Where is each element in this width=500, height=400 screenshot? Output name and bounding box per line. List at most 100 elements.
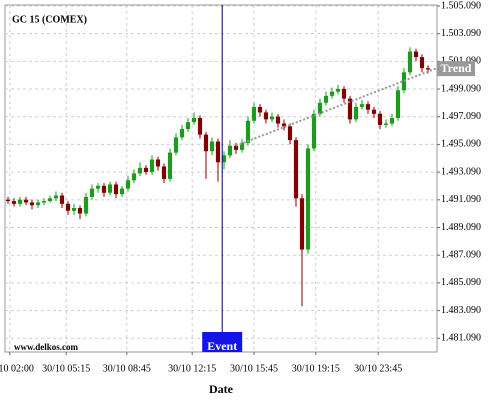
event-label: Event: [207, 339, 237, 353]
candle-body: [131, 173, 137, 181]
candle-body: [161, 166, 167, 179]
x-tick-label: 30/10 08:45: [103, 363, 151, 374]
candle-body: [83, 196, 89, 214]
candle-body: [353, 106, 359, 120]
candle-body: [377, 113, 383, 125]
y-tick-label: 1.493.090: [441, 166, 481, 177]
candle-body: [95, 185, 101, 189]
candle-body: [221, 155, 227, 163]
chart-title: GC 15 (COMEX): [12, 14, 87, 25]
x-tick-label: 30/10 23:45: [354, 363, 402, 374]
candle-body: [329, 91, 335, 96]
candle-body: [311, 113, 317, 149]
candle-body: [53, 195, 59, 199]
event-box: [202, 332, 243, 352]
candle-body: [269, 116, 275, 120]
candle-body: [179, 129, 185, 138]
candle-body: [323, 95, 329, 103]
candle-body: [197, 117, 203, 135]
trend-box: [437, 61, 475, 77]
candle-body: [23, 199, 29, 203]
candle-body: [419, 57, 425, 69]
candle-body: [365, 104, 371, 110]
x-tick-label: 30/10 02:00: [0, 363, 34, 374]
plot-area: [4, 4, 438, 353]
candle-body: [425, 68, 431, 70]
candle-body: [65, 203, 71, 211]
candle-body: [173, 137, 179, 153]
candle-body: [347, 98, 353, 120]
candle-body: [125, 180, 131, 189]
candle-body: [35, 202, 41, 206]
candle-body: [155, 159, 161, 167]
candle-body: [143, 167, 149, 172]
candle-body: [203, 134, 209, 152]
candle-body: [101, 185, 107, 193]
candle-body: [185, 122, 191, 130]
candle-body: [293, 140, 299, 199]
candle-body: [383, 123, 389, 125]
candle-body: [29, 202, 35, 206]
candle-body: [119, 188, 125, 195]
candle-body: [77, 207, 83, 214]
x-tick-label: 30/10 05:15: [42, 363, 90, 374]
candle-body: [245, 120, 251, 143]
candle-body: [71, 207, 77, 211]
y-tick-label: 1.487.090: [441, 250, 481, 261]
candle-body: [263, 112, 269, 120]
y-tick-label: 1.499.090: [441, 83, 481, 94]
candle-body: [359, 104, 365, 107]
candle-body: [275, 116, 281, 124]
y-tick-label: 1.503.090: [441, 28, 481, 39]
candle-body: [227, 145, 233, 156]
candle-body: [401, 72, 407, 91]
candle-body: [167, 152, 173, 179]
candle-body: [191, 117, 197, 123]
candle-body: [239, 142, 245, 150]
candle-body: [317, 102, 323, 114]
candle-body: [17, 199, 23, 204]
trend-label: Trend: [441, 61, 472, 75]
y-tick-label: 1.495.090: [441, 139, 481, 150]
candle-body: [281, 123, 287, 127]
candle-body: [11, 201, 17, 204]
candle-body: [299, 198, 305, 250]
x-tick-label: 30/10 19:15: [292, 363, 340, 374]
candle-body: [395, 90, 401, 118]
y-tick-label: 1.491.090: [441, 194, 481, 205]
y-tick-label: 1.481.090: [441, 333, 481, 344]
candle-body: [335, 88, 341, 92]
y-tick-label: 1.485.090: [441, 277, 481, 288]
candle-body: [89, 188, 95, 197]
candle-body: [257, 106, 263, 113]
candle-body: [107, 184, 113, 193]
candle-body: [149, 159, 155, 172]
candle-body: [341, 88, 347, 99]
watermark: www.delkos.com: [14, 342, 79, 352]
candle-body: [233, 145, 239, 150]
candle-body: [113, 184, 119, 195]
candle-body: [287, 126, 293, 141]
candle-body: [47, 198, 53, 202]
candle-body: [407, 51, 413, 73]
plot-layer: 1.481.090 1.483.090 1.485.090 1.487.090 1.48…: [0, 0, 481, 374]
y-tick-label: 1.489.090: [441, 222, 481, 233]
y-tick-label: 1.483.090: [441, 305, 481, 316]
candle-body: [251, 106, 257, 121]
candle-body: [5, 199, 11, 202]
candle-body: [59, 195, 65, 204]
candle-body: [371, 109, 377, 114]
x-tick-label: 30/10 15:45: [230, 363, 278, 374]
x-axis-label: Date: [209, 382, 234, 396]
candle-body: [209, 141, 215, 152]
candle-body: [305, 148, 311, 250]
candle-body: [413, 51, 419, 58]
candle-body: [215, 141, 221, 163]
candle-body: [41, 201, 47, 203]
y-tick-label: 1.505.090: [441, 0, 481, 11]
y-tick-label: 1.497.090: [441, 111, 481, 122]
x-tick-label: 30/10 12:15: [168, 363, 216, 374]
candle-body: [389, 117, 395, 124]
candle-body: [137, 167, 143, 174]
